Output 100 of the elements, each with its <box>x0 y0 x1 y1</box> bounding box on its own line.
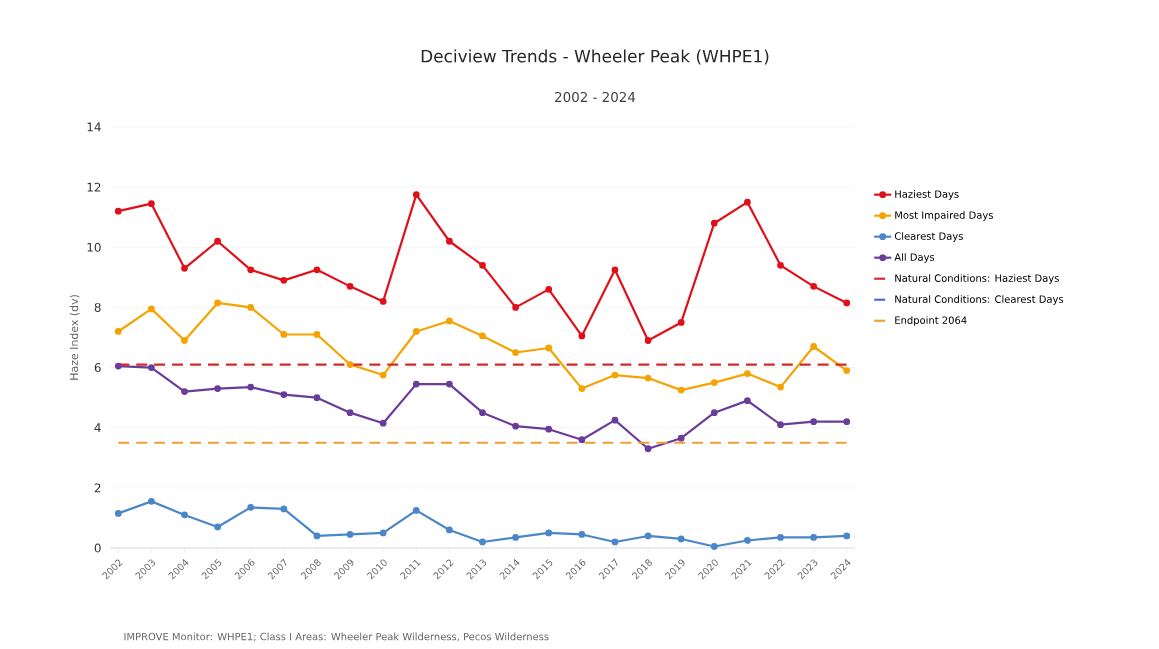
point <box>512 349 520 356</box>
point <box>512 304 520 311</box>
point <box>181 388 188 395</box>
point <box>578 385 586 392</box>
point <box>181 337 188 344</box>
legend-label: Natural Conditions: Haziest Days <box>895 274 1059 284</box>
point <box>744 397 751 405</box>
point <box>446 380 453 388</box>
point <box>710 409 718 417</box>
point <box>744 370 751 377</box>
point <box>810 418 818 426</box>
point <box>479 409 486 417</box>
point <box>280 331 288 338</box>
point <box>810 534 818 541</box>
point <box>313 266 321 274</box>
y-tick-label: 14 <box>87 122 101 132</box>
point <box>578 332 586 340</box>
point <box>214 385 222 392</box>
point <box>710 219 718 227</box>
legend-label: Clearest Days <box>894 232 963 242</box>
text: IMPROVE Monitor: WHPE1; Class I Areas: Wheeler Peak Wilderness, Pecos Wilderness <box>124 632 549 642</box>
point <box>545 344 553 352</box>
point <box>280 391 288 399</box>
point <box>412 507 420 514</box>
point <box>446 317 453 325</box>
point <box>611 371 619 379</box>
point <box>446 237 453 245</box>
point <box>644 445 652 453</box>
point <box>578 531 586 538</box>
point <box>114 328 122 335</box>
point <box>181 511 188 519</box>
point <box>412 328 420 335</box>
point <box>777 383 784 391</box>
legend-label: All Days <box>894 253 935 263</box>
y-axis-title: Haze Index (dv) <box>69 295 80 380</box>
point <box>843 418 851 426</box>
point <box>479 332 486 340</box>
point <box>313 394 321 402</box>
legend-label: Most Impaired Days <box>895 211 993 221</box>
point <box>346 282 354 290</box>
point <box>247 304 255 311</box>
point <box>512 534 520 541</box>
point <box>644 374 652 382</box>
legend-label: Endpoint 2064 <box>895 316 967 326</box>
point <box>148 200 155 208</box>
point <box>379 419 387 427</box>
point <box>479 538 486 546</box>
point <box>181 264 188 272</box>
point <box>512 422 520 430</box>
point <box>677 535 685 543</box>
y-tick-label: 2 <box>94 483 101 493</box>
point <box>578 436 586 444</box>
point <box>677 434 685 442</box>
point <box>744 198 751 206</box>
chart-title: Deciview Trends - Wheeler Peak (WHPE1) <box>421 49 769 65</box>
point <box>710 379 718 386</box>
y-tick-label: 8 <box>94 302 101 312</box>
point <box>114 510 122 517</box>
point <box>148 364 155 371</box>
point <box>677 386 685 394</box>
point <box>114 362 122 370</box>
point <box>313 331 321 338</box>
point <box>346 531 354 538</box>
point <box>247 383 255 391</box>
point <box>611 266 619 274</box>
point <box>479 261 486 269</box>
point <box>379 529 387 537</box>
point <box>247 504 255 511</box>
y-tick-label: 10 <box>87 242 101 252</box>
point <box>379 298 387 305</box>
point <box>214 237 222 245</box>
point <box>644 532 652 540</box>
chart-subtitle: 2002 - 2024 <box>555 91 636 103</box>
point <box>810 282 818 290</box>
point <box>247 266 255 274</box>
point <box>346 409 354 417</box>
point <box>446 526 453 534</box>
point <box>677 319 685 326</box>
point <box>148 305 155 313</box>
y-tick-label: 12 <box>87 182 101 192</box>
point <box>777 534 784 541</box>
point <box>214 523 222 531</box>
legend-label: Haziest Days <box>895 190 959 200</box>
point <box>843 367 851 374</box>
point <box>114 207 122 215</box>
point <box>280 505 288 513</box>
point <box>777 261 784 269</box>
legend-label: Natural Conditions: Clearest Days <box>895 295 1064 305</box>
point <box>843 532 851 540</box>
y-tick-label: 6 <box>94 363 101 373</box>
point <box>611 416 619 424</box>
point <box>313 532 321 540</box>
point <box>744 537 751 544</box>
point <box>412 380 420 388</box>
point <box>810 343 818 350</box>
point <box>379 371 387 379</box>
point <box>346 361 354 368</box>
point <box>545 529 553 537</box>
point <box>777 421 784 429</box>
point <box>280 276 288 284</box>
